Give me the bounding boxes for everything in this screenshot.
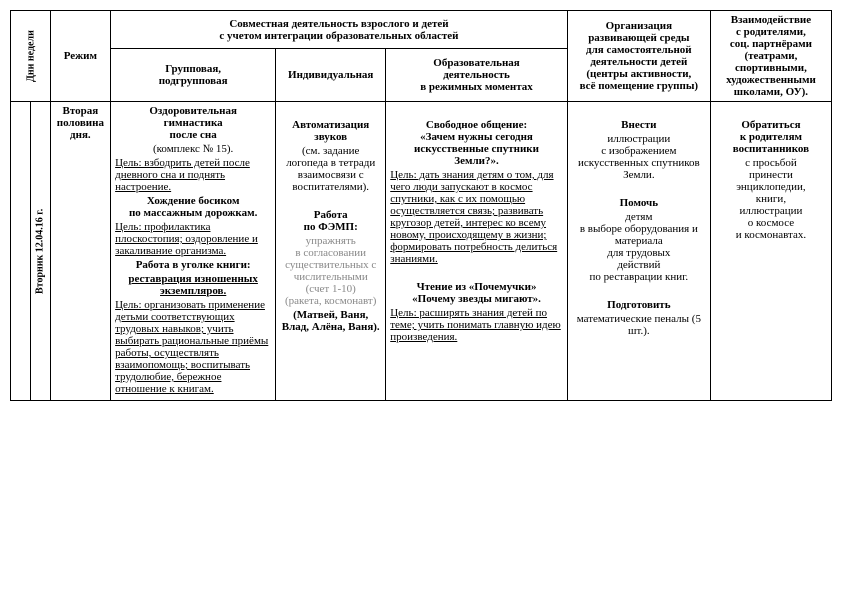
hdr-day-week: Дни недели xyxy=(11,11,51,102)
grp-t1-goal: Цель: взбодрить детей после дневного сна… xyxy=(115,157,271,193)
hdr-interaction: Взаимодействиес родителями,соц. партнёра… xyxy=(710,11,831,102)
int-t1-b: Обратитьсяк родителямвоспитанников xyxy=(715,119,827,155)
cell-individual: Автоматизациязвуков (см. задание логопед… xyxy=(276,102,386,401)
grp-t2-goal: Цель: профилактика плоскостопия; оздоров… xyxy=(115,221,271,257)
body-row: Вторник 12.04.16 г. Втораяполовинадня. О… xyxy=(11,102,832,401)
grp-t1-title: Оздоровительнаягимнастикапосле сна xyxy=(115,105,271,141)
cell-edu: Свободное общение:«Зачем нужны сегодняис… xyxy=(386,102,568,401)
org-t2-plain: детямв выборе оборудования и материаладл… xyxy=(572,211,706,283)
cell-date: Вторник 12.04.16 г. xyxy=(30,102,50,401)
cell-empty-day xyxy=(11,102,31,401)
planning-table: Дни недели Режим Совместная деятельность… xyxy=(10,10,832,401)
edu-t2-title: Чтение из «Почемучки»«Почему звезды мига… xyxy=(390,281,563,305)
ind-t1-plain: (см. задание логопеда в тетради взаимосв… xyxy=(280,145,381,193)
hdr-org-env: Организацияразвивающей средыдля самостоя… xyxy=(567,11,710,102)
grp-t2-title: Хождение босикомпо массажным дорожкам. xyxy=(115,195,271,219)
org-t2-b: Помочь xyxy=(572,197,706,209)
grp-t3-goal: Цель: организовать применение детьми соо… xyxy=(115,299,271,395)
edu-t2-goal: Цель: расширять знания детей по теме; уч… xyxy=(390,307,563,343)
int-t1-plain: с просьбойпринестиэнциклопедии,книги,илл… xyxy=(715,157,827,241)
grp-t3-sub: реставрация изношенныхэкземпляров. xyxy=(115,273,271,297)
ind-names: (Матвей, Ваня, Влад, Алёна, Ваня). xyxy=(280,309,381,333)
header-row-1: Дни недели Режим Совместная деятельность… xyxy=(11,11,832,49)
grp-t1-plain: (комплекс № 15). xyxy=(115,143,271,155)
cell-org: Внести иллюстрациис изображением искусст… xyxy=(567,102,710,401)
org-t1-plain: иллюстрациис изображением искусственных … xyxy=(572,133,706,181)
org-t3-b: Подготовить xyxy=(572,299,706,311)
grp-t3-title: Работа в уголке книги: xyxy=(115,259,271,271)
org-t1-b: Внести xyxy=(572,119,706,131)
edu-t1-title: Свободное общение:«Зачем нужны сегодняис… xyxy=(390,119,563,167)
hdr-joint: Совместная деятельность взрослого и дете… xyxy=(111,11,568,49)
hdr-group: Групповая,подгрупповая xyxy=(111,49,276,102)
ind-t2-title: Работапо ФЭМП: xyxy=(280,209,381,233)
ind-t2-gray: упражнятьв согласовании существительных … xyxy=(280,235,381,307)
hdr-rezhim: Режим xyxy=(50,11,111,102)
cell-interaction: Обратитьсяк родителямвоспитанников с про… xyxy=(710,102,831,401)
hdr-edu-moments: Образовательнаядеятельностьв режимных мо… xyxy=(386,49,568,102)
edu-t1-goal: Цель: дать знания детям о том, для чего … xyxy=(390,169,563,265)
org-t3-plain: математические пеналы (5 шт.). xyxy=(572,313,706,337)
cell-rezhim: Втораяполовинадня. xyxy=(50,102,111,401)
ind-t1-title: Автоматизациязвуков xyxy=(280,119,381,143)
hdr-individual: Индивидуальная xyxy=(276,49,386,102)
cell-group: Оздоровительнаягимнастикапосле сна (комп… xyxy=(111,102,276,401)
